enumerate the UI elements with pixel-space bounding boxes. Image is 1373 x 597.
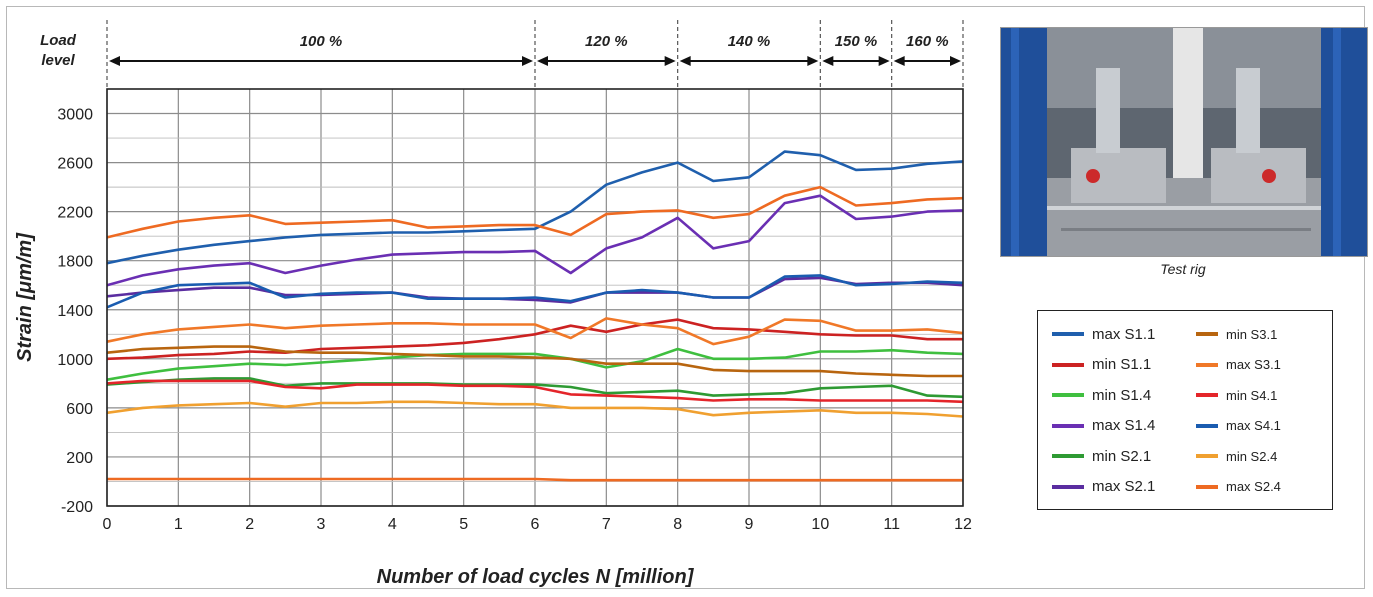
y-tick-label: 600 — [66, 401, 93, 418]
load-level-label-line2: level — [41, 52, 75, 69]
legend-swatch — [1196, 362, 1218, 367]
load-level-arrowhead-right — [950, 56, 961, 66]
x-tick-label: 3 — [317, 516, 326, 533]
test-rig-photo — [1000, 27, 1368, 257]
load-level-arrowhead-left — [537, 56, 548, 66]
legend-swatch — [1052, 393, 1084, 398]
load-level-arrowhead-right — [664, 56, 676, 66]
plot-border — [106, 88, 964, 507]
load-level-value: 160 % — [906, 33, 949, 50]
legend-swatch — [1052, 362, 1084, 367]
load-level-arrowhead-right — [807, 56, 819, 66]
y-tick-label: 200 — [66, 450, 93, 467]
series-line-max-s2-4 — [106, 185, 964, 239]
x-tick-label: 9 — [745, 516, 754, 533]
legend-swatch — [1196, 423, 1218, 428]
legend-item: max S1.1 — [1052, 319, 1155, 350]
load-level-value: 100 % — [300, 33, 343, 50]
load-level-arrowhead-right — [878, 56, 890, 66]
legend-label: min S1.4 — [1092, 386, 1152, 404]
chart-legend: max S1.1 min S1.1 min S1.4 max S1.4 min S2.1… — [1037, 310, 1333, 510]
series-line-min-s2-1 — [106, 377, 964, 399]
legend-item: min S2.4 — [1196, 441, 1281, 472]
load-level-value: 140 % — [728, 33, 771, 50]
legend-item: min S2.1 — [1052, 441, 1155, 472]
legend-label: max S2.4 — [1226, 479, 1281, 495]
legend-label: min S3.1 — [1226, 326, 1278, 342]
series-line-max-s1-4 — [106, 194, 964, 287]
y-tick-label: 2600 — [57, 156, 93, 173]
y-tick-label: 2200 — [57, 205, 93, 222]
y-tick-label: 1800 — [57, 254, 93, 271]
load-level-arrowhead-left — [679, 56, 691, 66]
legend-swatch — [1052, 484, 1084, 489]
load-level-label: Load — [40, 32, 77, 49]
series-line-min-s1-1 — [106, 318, 963, 361]
legend-swatch — [1052, 423, 1084, 428]
legend-item: min S4.1 — [1196, 380, 1281, 411]
series-line-min-s1-4 — [106, 347, 964, 381]
load-level-value: 150 % — [835, 33, 878, 50]
legend-label: min S1.1 — [1092, 356, 1152, 374]
legend-swatch — [1196, 454, 1218, 459]
load-level-arrowhead-left — [109, 56, 120, 66]
legend-item: max S1.4 — [1052, 411, 1155, 442]
legend-label: max S1.4 — [1092, 417, 1156, 435]
y-tick-label: -200 — [61, 499, 93, 516]
photo-caption: Test rig — [1160, 261, 1206, 277]
y-tick-label: 1400 — [57, 303, 93, 320]
legend-item: max S4.1 — [1196, 411, 1281, 442]
legend-label: min S2.1 — [1092, 447, 1152, 465]
x-tick-label: 6 — [531, 516, 540, 533]
legend-swatch — [1052, 454, 1084, 459]
y-tick-label: 3000 — [57, 107, 93, 124]
legend-label: max S2.1 — [1092, 478, 1156, 496]
x-tick-label: 11 — [883, 516, 900, 533]
legend-label: min S4.1 — [1226, 387, 1278, 403]
load-level-arrowhead-right — [522, 56, 533, 66]
legend-swatch — [1196, 393, 1218, 398]
legend-label: min S2.4 — [1226, 448, 1278, 464]
x-tick-label: 1 — [174, 516, 183, 533]
series-line-baseline — [107, 477, 963, 482]
x-tick-label: 4 — [388, 516, 397, 533]
test-rig-image — [1001, 28, 1367, 256]
legend-column-1: max S1.1 min S1.1 min S1.4 max S1.4 min S2.1… — [1052, 319, 1155, 502]
x-tick-label: 0 — [103, 516, 112, 533]
legend-swatch — [1196, 484, 1218, 489]
legend-column-2: min S3.1 max S3.1 min S4.1 max S4.1 min S2.4… — [1196, 319, 1281, 502]
y-axis-title: Strain [μm/m] — [14, 232, 36, 362]
x-tick-label: 5 — [459, 516, 468, 533]
legend-item: min S3.1 — [1196, 319, 1281, 350]
legend-label: max S3.1 — [1226, 357, 1281, 373]
legend-item: max S3.1 — [1196, 350, 1281, 381]
legend-swatch — [1052, 332, 1084, 337]
load-level-value: 120 % — [585, 33, 628, 50]
x-tick-label: 12 — [954, 516, 972, 533]
x-tick-label: 10 — [811, 516, 829, 533]
legend-item: max S2.1 — [1052, 472, 1155, 503]
x-tick-label: 2 — [245, 516, 254, 533]
load-level-arrowhead-left — [893, 56, 905, 66]
x-tick-label: 7 — [602, 516, 611, 533]
series-line-max-s2-1 — [106, 276, 964, 304]
legend-item: min S1.4 — [1052, 380, 1155, 411]
series-line-min-s4-1 — [106, 379, 964, 404]
legend-label: max S1.1 — [1092, 325, 1156, 343]
legend-item: max S2.4 — [1196, 472, 1281, 503]
series-line-max-s4-1 — [106, 274, 964, 309]
load-level-arrowhead-left — [822, 56, 834, 66]
x-axis-title: Number of load cycles N [million] — [377, 566, 695, 588]
legend-item: min S1.1 — [1052, 350, 1155, 381]
y-tick-label: 1000 — [57, 352, 93, 369]
legend-swatch — [1196, 332, 1218, 337]
series-line-min-s2-4 — [106, 400, 964, 418]
x-tick-label: 8 — [673, 516, 682, 533]
legend-label: max S4.1 — [1226, 418, 1281, 434]
series-line-min-s3-1 — [106, 345, 963, 378]
series-line-max-s3-1 — [106, 317, 964, 346]
series-line-max-s1-1 — [106, 150, 964, 265]
